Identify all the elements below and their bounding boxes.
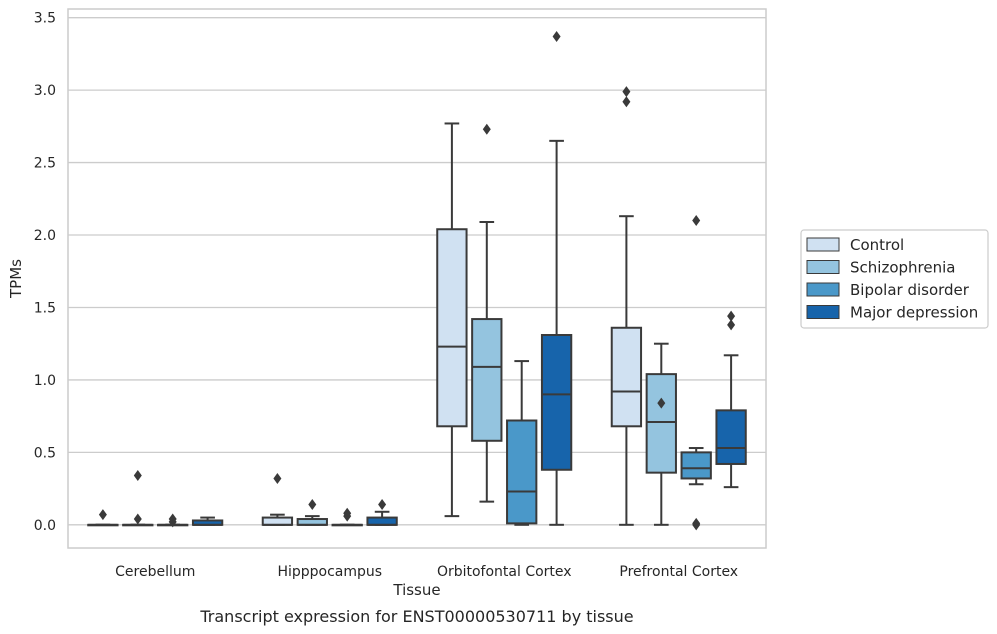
y-tick-label: 1.0: [34, 373, 56, 389]
y-tick-label: 0.0: [34, 518, 56, 534]
outlier-point: [727, 319, 736, 331]
box-bipolar-disorder: [680, 215, 712, 531]
box-body: [715, 409, 747, 465]
outlier-point: [552, 31, 561, 43]
x-tick-label: Orbitofontal Cortex: [437, 564, 572, 580]
box-body: [436, 228, 468, 428]
x-axis-label: Tissue: [392, 581, 440, 599]
box-body: [471, 318, 503, 442]
box-bipolar-disorder: [331, 507, 363, 527]
y-tick-label: 0.5: [34, 445, 56, 461]
outlier-point: [168, 513, 177, 525]
outlier-point: [622, 96, 631, 108]
box-bipolar-disorder: [506, 360, 538, 526]
x-tick-label: Hipppocampus: [277, 564, 382, 580]
box-schizophrenia: [645, 342, 677, 526]
box-control: [610, 86, 643, 526]
outlier-point: [343, 507, 352, 519]
legend-label: Major depression: [850, 304, 978, 322]
box-major-depression: [540, 31, 573, 526]
outlier-point: [657, 397, 666, 409]
legend-item: Control: [806, 236, 904, 254]
box-control: [87, 509, 119, 527]
box-body: [645, 373, 677, 474]
outlier-point: [308, 499, 317, 511]
plot-boxes: [87, 31, 747, 531]
grid-lines: [68, 17, 766, 526]
legend-item: Schizophrenia: [806, 259, 955, 277]
legend: Control Schizophrenia Bipolar disorder Majo…: [800, 229, 989, 329]
box-body: [366, 516, 398, 526]
box-body: [261, 516, 294, 526]
legend-item: Bipolar disorder: [806, 281, 970, 299]
outlier-point: [133, 513, 142, 525]
box-bipolar-disorder: [157, 513, 189, 528]
box-schizophrenia: [122, 470, 154, 527]
outlier-point: [692, 517, 701, 529]
box-major-depression: [191, 516, 224, 526]
box-control: [436, 122, 468, 518]
box-schizophrenia: [296, 499, 328, 526]
box-schizophrenia: [471, 123, 503, 503]
outlier-point: [622, 86, 631, 98]
y-tick-label: 1.5: [34, 300, 56, 316]
outlier-point: [273, 472, 282, 484]
outlier-point: [482, 123, 491, 135]
y-tick-label: 3.0: [34, 83, 56, 99]
outlier-point: [727, 310, 736, 322]
legend-label: Bipolar disorder: [850, 281, 970, 299]
x-tick-label: Prefrontal Cortex: [619, 564, 738, 580]
x-tick-labels: Cerebellum Hipppocampus Orbitofontal Corte…: [115, 564, 738, 580]
y-tick-label: 2.0: [34, 228, 56, 244]
y-tick-label: 2.5: [34, 156, 56, 172]
box-body: [540, 334, 573, 471]
chart-caption: Transcript expression for ENST0000053071…: [199, 607, 633, 626]
legend-swatch: [806, 282, 840, 297]
plot-frame: [67, 8, 767, 549]
legend-swatch: [806, 260, 840, 274]
outlier-point: [133, 470, 142, 482]
box-major-depression: [715, 310, 747, 489]
box-control: [261, 472, 294, 526]
box-body: [680, 451, 712, 480]
y-tick-labels: 0.0 0.5 1.0 1.5 2.0 2.5 3.0 3.5: [34, 11, 56, 534]
legend-item: Major depression: [806, 304, 978, 322]
legend-label: Schizophrenia: [850, 259, 955, 277]
legend-frame: [800, 229, 989, 329]
y-axis-label: TPMs: [7, 259, 25, 299]
outlier-point: [692, 215, 701, 227]
outlier-point: [98, 509, 107, 521]
outlier-point: [378, 499, 387, 511]
box-body: [506, 419, 538, 525]
box-major-depression: [366, 499, 398, 526]
legend-swatch: [806, 237, 840, 252]
x-tick-label: Cerebellum: [115, 564, 195, 580]
legend-swatch: [806, 305, 840, 319]
y-tick-label: 3.5: [34, 11, 56, 27]
box-body: [610, 326, 643, 428]
legend-label: Control: [850, 236, 904, 254]
